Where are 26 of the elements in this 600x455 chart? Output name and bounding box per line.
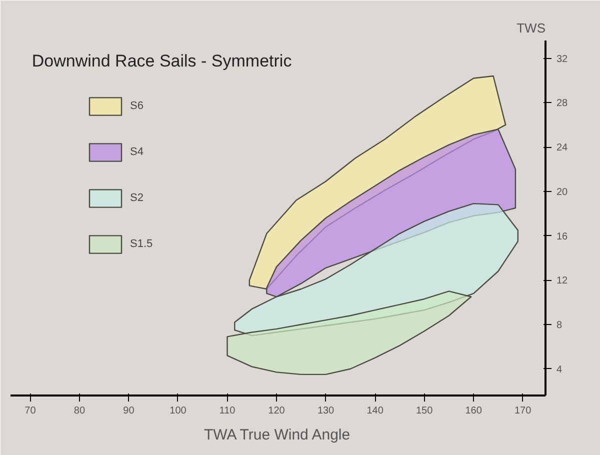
x-tick-label: 150 [416,406,434,416]
y-tick-label: 16 [556,231,568,242]
x-axis-title: TWA True Wind Angle [204,426,350,444]
x-tick-label: 90 [123,406,135,416]
y-tick-label: 20 [556,186,568,198]
legend-label: S1.5 [130,238,153,250]
y-tick-label: 32 [556,54,568,65]
text: Downwind Race Sails - Symmetric [32,52,292,70]
x-tick-label: 140 [366,406,384,416]
y-tick-label: 8 [556,320,562,331]
legend-label: S6 [130,100,144,112]
y-tick-label: 28 [556,98,568,110]
x-tick-label: 120 [268,406,286,416]
x-tick-label: 130 [317,406,335,416]
x-tick-label: 110 [219,406,236,416]
y-axis-title: TWS [516,20,546,36]
legend-label: S2 [130,192,144,204]
y-tick-label: 12 [556,276,568,287]
y-tick-label: 24 [556,142,568,154]
y-tick-label: 4 [556,364,562,376]
x-tick-label: 160 [465,406,482,416]
x-tick-label: 100 [170,406,187,416]
x-tick-label: 170 [514,406,532,416]
x-tick-label: 70 [24,406,36,416]
x-tick-label: 80 [74,406,86,416]
legend-label: S4 [130,146,144,158]
